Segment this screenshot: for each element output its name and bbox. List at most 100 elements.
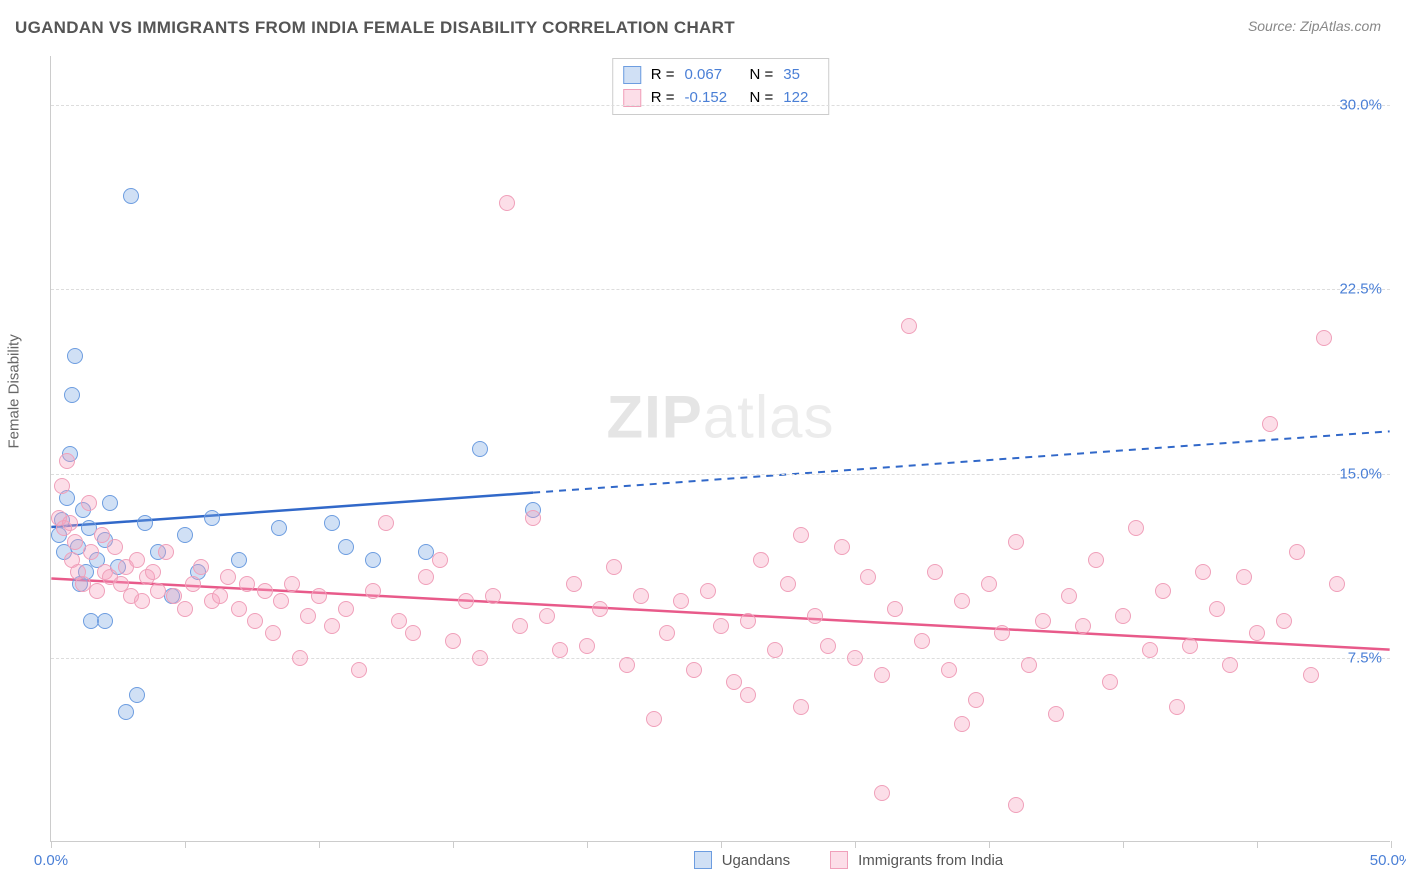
data-point [847,650,863,666]
swatch-india [623,89,641,107]
data-point [129,687,145,703]
data-point [1035,613,1051,629]
x-tick-label: 0.0% [34,852,68,869]
legend-swatch-india [830,851,848,869]
data-point [338,601,354,617]
data-point [673,593,689,609]
data-point [619,657,635,673]
data-point [418,569,434,585]
data-point [284,576,300,592]
data-point [834,539,850,555]
data-point [713,618,729,634]
data-point [552,642,568,658]
data-point [67,534,83,550]
data-point [485,588,501,604]
data-point [914,633,930,649]
data-point [954,716,970,732]
data-point [686,662,702,678]
data-point [102,495,118,511]
data-point [54,478,70,494]
stats-row-ugandans: R = 0.067 N = 35 [623,64,819,87]
legend-swatch-ugandans [694,851,712,869]
data-point [633,588,649,604]
data-point [83,544,99,560]
data-point [700,583,716,599]
data-point [1155,583,1171,599]
data-point [820,638,836,654]
trend-lines [51,56,1390,841]
data-point [89,583,105,599]
data-point [780,576,796,592]
data-point [874,785,890,801]
data-point [1329,576,1345,592]
data-point [472,441,488,457]
stats-legend-box: R = 0.067 N = 35 R = -0.152 N = 122 [612,58,830,115]
data-point [338,539,354,555]
data-point [1102,674,1118,690]
data-point [300,608,316,624]
data-point [1048,706,1064,722]
y-tick-label: 30.0% [1339,97,1382,114]
data-point [927,564,943,580]
data-point [1303,667,1319,683]
data-point [405,625,421,641]
data-point [860,569,876,585]
data-point [292,650,308,666]
data-point [365,583,381,599]
data-point [887,601,903,617]
data-point [365,552,381,568]
data-point [1142,642,1158,658]
source-attribution: Source: ZipAtlas.com [1248,18,1381,34]
data-point [177,601,193,617]
data-point [445,633,461,649]
data-point [378,515,394,531]
data-point [118,704,134,720]
data-point [1316,330,1332,346]
data-point [158,544,174,560]
data-point [726,674,742,690]
data-point [1088,552,1104,568]
data-point [525,510,541,526]
data-point [193,559,209,575]
data-point [1169,699,1185,715]
data-point [1222,657,1238,673]
header: UGANDAN VS IMMIGRANTS FROM INDIA FEMALE … [0,0,1406,46]
legend: Ugandans Immigrants from India [694,851,1003,869]
data-point [1008,797,1024,813]
data-point [432,552,448,568]
data-point [97,613,113,629]
data-point [1008,534,1024,550]
y-tick-label: 7.5% [1348,649,1382,666]
data-point [740,613,756,629]
data-point [566,576,582,592]
data-point [129,552,145,568]
data-point [1249,625,1265,641]
data-point [247,613,263,629]
data-point [1061,588,1077,604]
data-point [351,662,367,678]
data-point [740,687,756,703]
data-point [954,593,970,609]
data-point [1209,601,1225,617]
data-point [257,583,273,599]
data-point [793,699,809,715]
data-point [271,520,287,536]
data-point [1262,416,1278,432]
data-point [212,588,228,604]
data-point [539,608,555,624]
data-point [646,711,662,727]
data-point [968,692,984,708]
data-point [1128,520,1144,536]
data-point [145,564,161,580]
data-point [150,583,166,599]
data-point [64,387,80,403]
data-point [123,188,139,204]
y-tick-label: 22.5% [1339,281,1382,298]
data-point [273,593,289,609]
data-point [107,539,123,555]
data-point [1289,544,1305,560]
data-point [458,593,474,609]
data-point [512,618,528,634]
data-point [659,625,675,641]
y-axis-label: Female Disability [6,334,23,448]
